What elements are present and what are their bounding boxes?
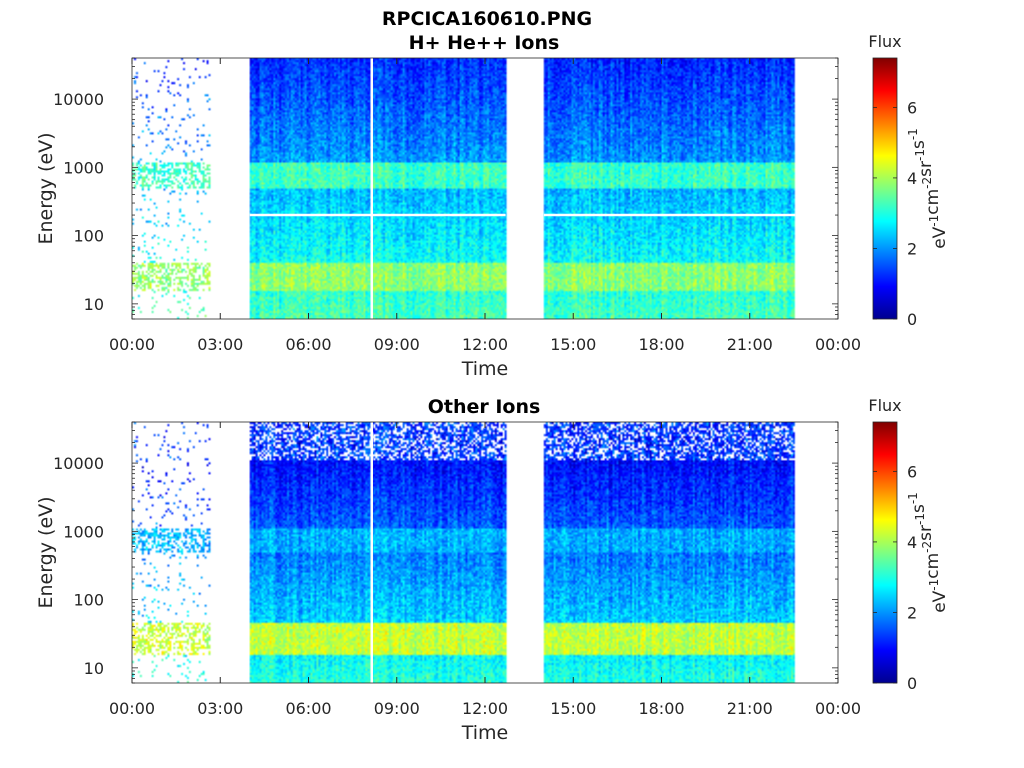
colorbar-title: Flux [868, 396, 901, 415]
colorbar-tick-label: 6 [907, 462, 917, 481]
colorbar-tick-label: 2 [907, 603, 917, 622]
x-tick-label: 06:00 [285, 335, 331, 354]
x-tick-label: 03:00 [197, 335, 243, 354]
panel-title: Other Ions [428, 396, 541, 418]
colorbar-title: Flux [868, 32, 901, 51]
y-tick-label: 1000 [63, 522, 104, 541]
figure-title: RPCICA160610.PNG [382, 8, 592, 30]
colorbar-tick-label: 0 [907, 674, 917, 693]
x-tick-label: 15:00 [550, 335, 596, 354]
x-tick-label: 00:00 [109, 699, 155, 718]
colorbar: 0 2 4 6 Flux eV-1cm-2sr-1s-1 [868, 32, 950, 329]
x-tick-label: 21:00 [727, 699, 773, 718]
colorbar-tick-label: 4 [907, 533, 917, 552]
panel-2: 00:00 03:00 06:00 09:00 12:00 15:00 18:00 21:00… [35, 396, 950, 744]
x-axis-label: Time [461, 722, 509, 744]
colorbar-tick-label: 2 [907, 239, 917, 258]
x-tick-label: 00:00 [109, 335, 155, 354]
x-tick-label: 03:00 [197, 699, 243, 718]
x-tick-label: 18:00 [638, 699, 684, 718]
x-tick-label: 12:00 [462, 699, 508, 718]
x-tick-label: 09:00 [374, 335, 420, 354]
panel-1: 00:00 03:00 06:00 09:00 12:00 15:00 18:00 21:00… [35, 32, 950, 380]
y-axis-label: Energy (eV) [35, 496, 57, 608]
y-tick-label: 10 [84, 659, 104, 678]
x-tick-label: 06:00 [285, 699, 331, 718]
y-axis-label: Energy (eV) [35, 132, 57, 244]
y-tick-label: 10 [84, 295, 104, 314]
colorbar-tick-label: 4 [907, 169, 917, 188]
x-tick-label: 12:00 [462, 335, 508, 354]
x-tick-label: 00:00 [815, 335, 861, 354]
x-tick-label: 21:00 [727, 335, 773, 354]
spectrogram-2 [132, 422, 838, 683]
x-axis-label: Time [461, 358, 509, 380]
y-tick-label: 100 [73, 591, 104, 610]
colorbar: 0 2 4 6 Flux eV-1cm-2sr-1s-1 [868, 396, 950, 693]
colorbar-tick-label: 6 [907, 98, 917, 117]
y-tick-label: 100 [73, 227, 104, 246]
x-tick-label: 09:00 [374, 699, 420, 718]
colorbar-label: eV-1cm-2sr-1s-1 [906, 128, 950, 249]
colorbar-label: eV-1cm-2sr-1s-1 [906, 492, 950, 613]
colorbar-gradient [872, 421, 898, 684]
x-tick-label: 15:00 [550, 699, 596, 718]
x-tick-label: 00:00 [815, 699, 861, 718]
y-tick-label: 10000 [53, 454, 104, 473]
y-tick-label: 10000 [53, 90, 104, 109]
y-tick-label: 1000 [63, 158, 104, 177]
panel-title: H+ He++ Ions [409, 32, 560, 54]
colorbar-gradient [872, 57, 898, 320]
colorbar-tick-label: 0 [907, 310, 917, 329]
x-tick-label: 18:00 [638, 335, 684, 354]
spectrogram-1 [132, 58, 838, 319]
